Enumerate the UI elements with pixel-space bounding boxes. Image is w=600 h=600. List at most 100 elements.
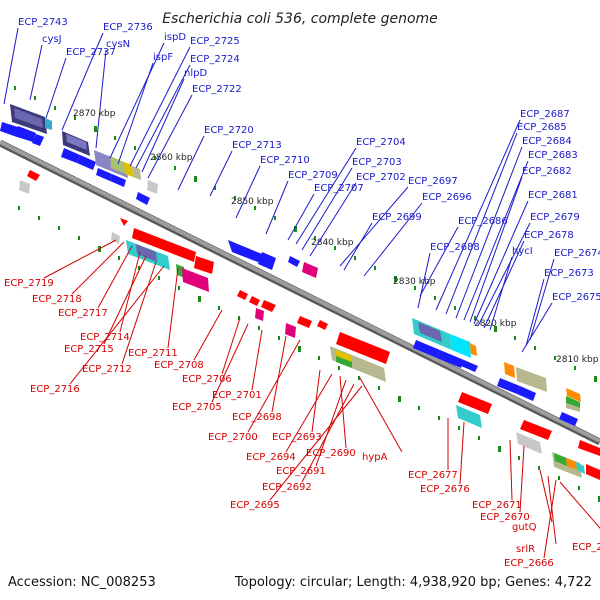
ruler-tick (114, 136, 116, 140)
forward-callout-line (3, 27, 19, 105)
gene-block (110, 156, 125, 174)
forward-callout-line (45, 57, 67, 119)
ruler-tick (178, 286, 180, 290)
ruler-tick (434, 296, 436, 300)
gene-block (336, 356, 352, 368)
ruler-tick (238, 316, 240, 320)
forward-gene-label: ECP_2682 (522, 166, 572, 177)
gene-arrow (261, 300, 276, 312)
gene-block (132, 166, 141, 180)
ruler-tick (134, 146, 136, 150)
ruler-tick (538, 466, 540, 470)
forward-callout-line (417, 252, 431, 309)
gene-block (450, 334, 471, 358)
forward-callout-line (455, 146, 523, 319)
ruler-tick (258, 326, 260, 330)
ruler-label-2810: 2810 kbp (556, 355, 599, 365)
forward-gene-label: ECP_2678 (524, 230, 574, 241)
ruler-tick (34, 96, 36, 100)
forward-gene-label: ECP_2685 (517, 122, 567, 133)
ruler-tick (138, 266, 140, 270)
reverse-callout-line (271, 335, 287, 413)
ruler-tick (118, 256, 120, 260)
ruler-tick (38, 216, 40, 220)
ruler-labels: 2870 kbp 2860 kbp 2850 kbp 2840 kbp 2830… (73, 109, 599, 365)
gene-arrow (517, 386, 536, 401)
ruler-tick (558, 476, 560, 480)
forward-gene-label: ECP_2697 (408, 176, 458, 187)
forward-callout-line (129, 46, 191, 167)
forward-callout-line (473, 200, 529, 325)
ruler-tick (198, 296, 201, 302)
reverse-gene-label: ECP_2690 (306, 448, 356, 459)
reverse-gene-label: ECP_2701 (212, 390, 262, 401)
forward-callout-line (265, 180, 289, 235)
ruler-tick (598, 496, 600, 502)
forward-callout-line (521, 302, 553, 353)
forward-callout-line (95, 49, 107, 149)
gene-arrow (413, 340, 440, 358)
gene-block (456, 405, 482, 428)
forward-callout-line (177, 135, 205, 191)
gene-block (516, 367, 547, 392)
forward-callout-line (363, 202, 423, 277)
ruler-tick (458, 426, 460, 430)
ruler-tick (54, 106, 56, 110)
ruler-tick (154, 156, 156, 160)
reverse-gene-label: ECP_2715 (64, 344, 114, 355)
reverse-gene-label: ECP_2718 (32, 294, 82, 305)
forward-gene-label: ECP_2699 (372, 212, 422, 223)
reverse-gene-label: ECP_2700 (208, 432, 258, 443)
gene-block (255, 308, 264, 321)
gene-arrow (458, 392, 492, 414)
ruler-tick (254, 206, 256, 210)
reverse-callout-line (211, 323, 249, 403)
gene-arrow (228, 240, 268, 266)
gene-arrow (461, 360, 478, 372)
forward-callout-line (295, 147, 357, 245)
gene-block (566, 403, 580, 412)
ruler-tick (174, 166, 176, 170)
reverse-gene-label: ECP_2665 (572, 542, 600, 553)
gene-block (554, 453, 567, 466)
reverse-callout-line (459, 421, 465, 485)
gene-arrow (437, 350, 464, 368)
reverse-callout-line (97, 245, 133, 309)
reverse-callout-line (269, 385, 363, 501)
reverse-gene-label: ECP_2676 (420, 484, 470, 495)
reverse-callout-line (359, 377, 403, 453)
gene-arrow (77, 155, 96, 170)
forward-callout-line (477, 222, 531, 327)
reverse-gene-label: ECP_2717 (58, 308, 108, 319)
forward-callout-line (61, 32, 104, 131)
reverse-gene-label: ECP_2694 (246, 452, 296, 463)
ruler-tick (518, 456, 520, 460)
ruler-tick (398, 396, 401, 402)
reverse-gene-label: ECP_2695 (230, 500, 280, 511)
forward-gene-label: cysN (106, 39, 130, 50)
gene-arrow (237, 290, 248, 300)
reverse-gene-label: ECP_2719 (4, 278, 54, 289)
forward-gene-label: ECP_2720 (204, 125, 254, 136)
gene-arrow-cluster (132, 228, 196, 262)
topology-text: Topology: circular; Length: 4,938,920 bp… (234, 575, 592, 590)
reverse-callout-line (519, 445, 525, 513)
ruler-tick (474, 316, 476, 320)
forward-gene-label: ECP_2704 (356, 137, 406, 148)
forward-gene-label: ECP_2736 (103, 22, 153, 33)
ruler-tick (334, 246, 336, 250)
ruler-label-2840: 2840 kbp (311, 238, 354, 248)
ruler-tick (274, 216, 276, 220)
forward-callout-line (419, 226, 459, 297)
gene-block (147, 180, 158, 194)
ruler-tick (214, 186, 216, 190)
reverse-callout-line (509, 439, 513, 501)
reverse-gene-label: ECP_2677 (408, 470, 458, 481)
gene-arrow (136, 192, 150, 205)
forward-callout-line (235, 165, 261, 219)
reverse-callout-line (251, 329, 263, 391)
forward-gene-label: ECP_2673 (544, 268, 594, 279)
forward-gene-label: ECP_2725 (190, 36, 240, 47)
ruler-label-2820: 2820 kbp (474, 319, 517, 329)
forward-gene-label: ECP_2737 (66, 47, 116, 58)
